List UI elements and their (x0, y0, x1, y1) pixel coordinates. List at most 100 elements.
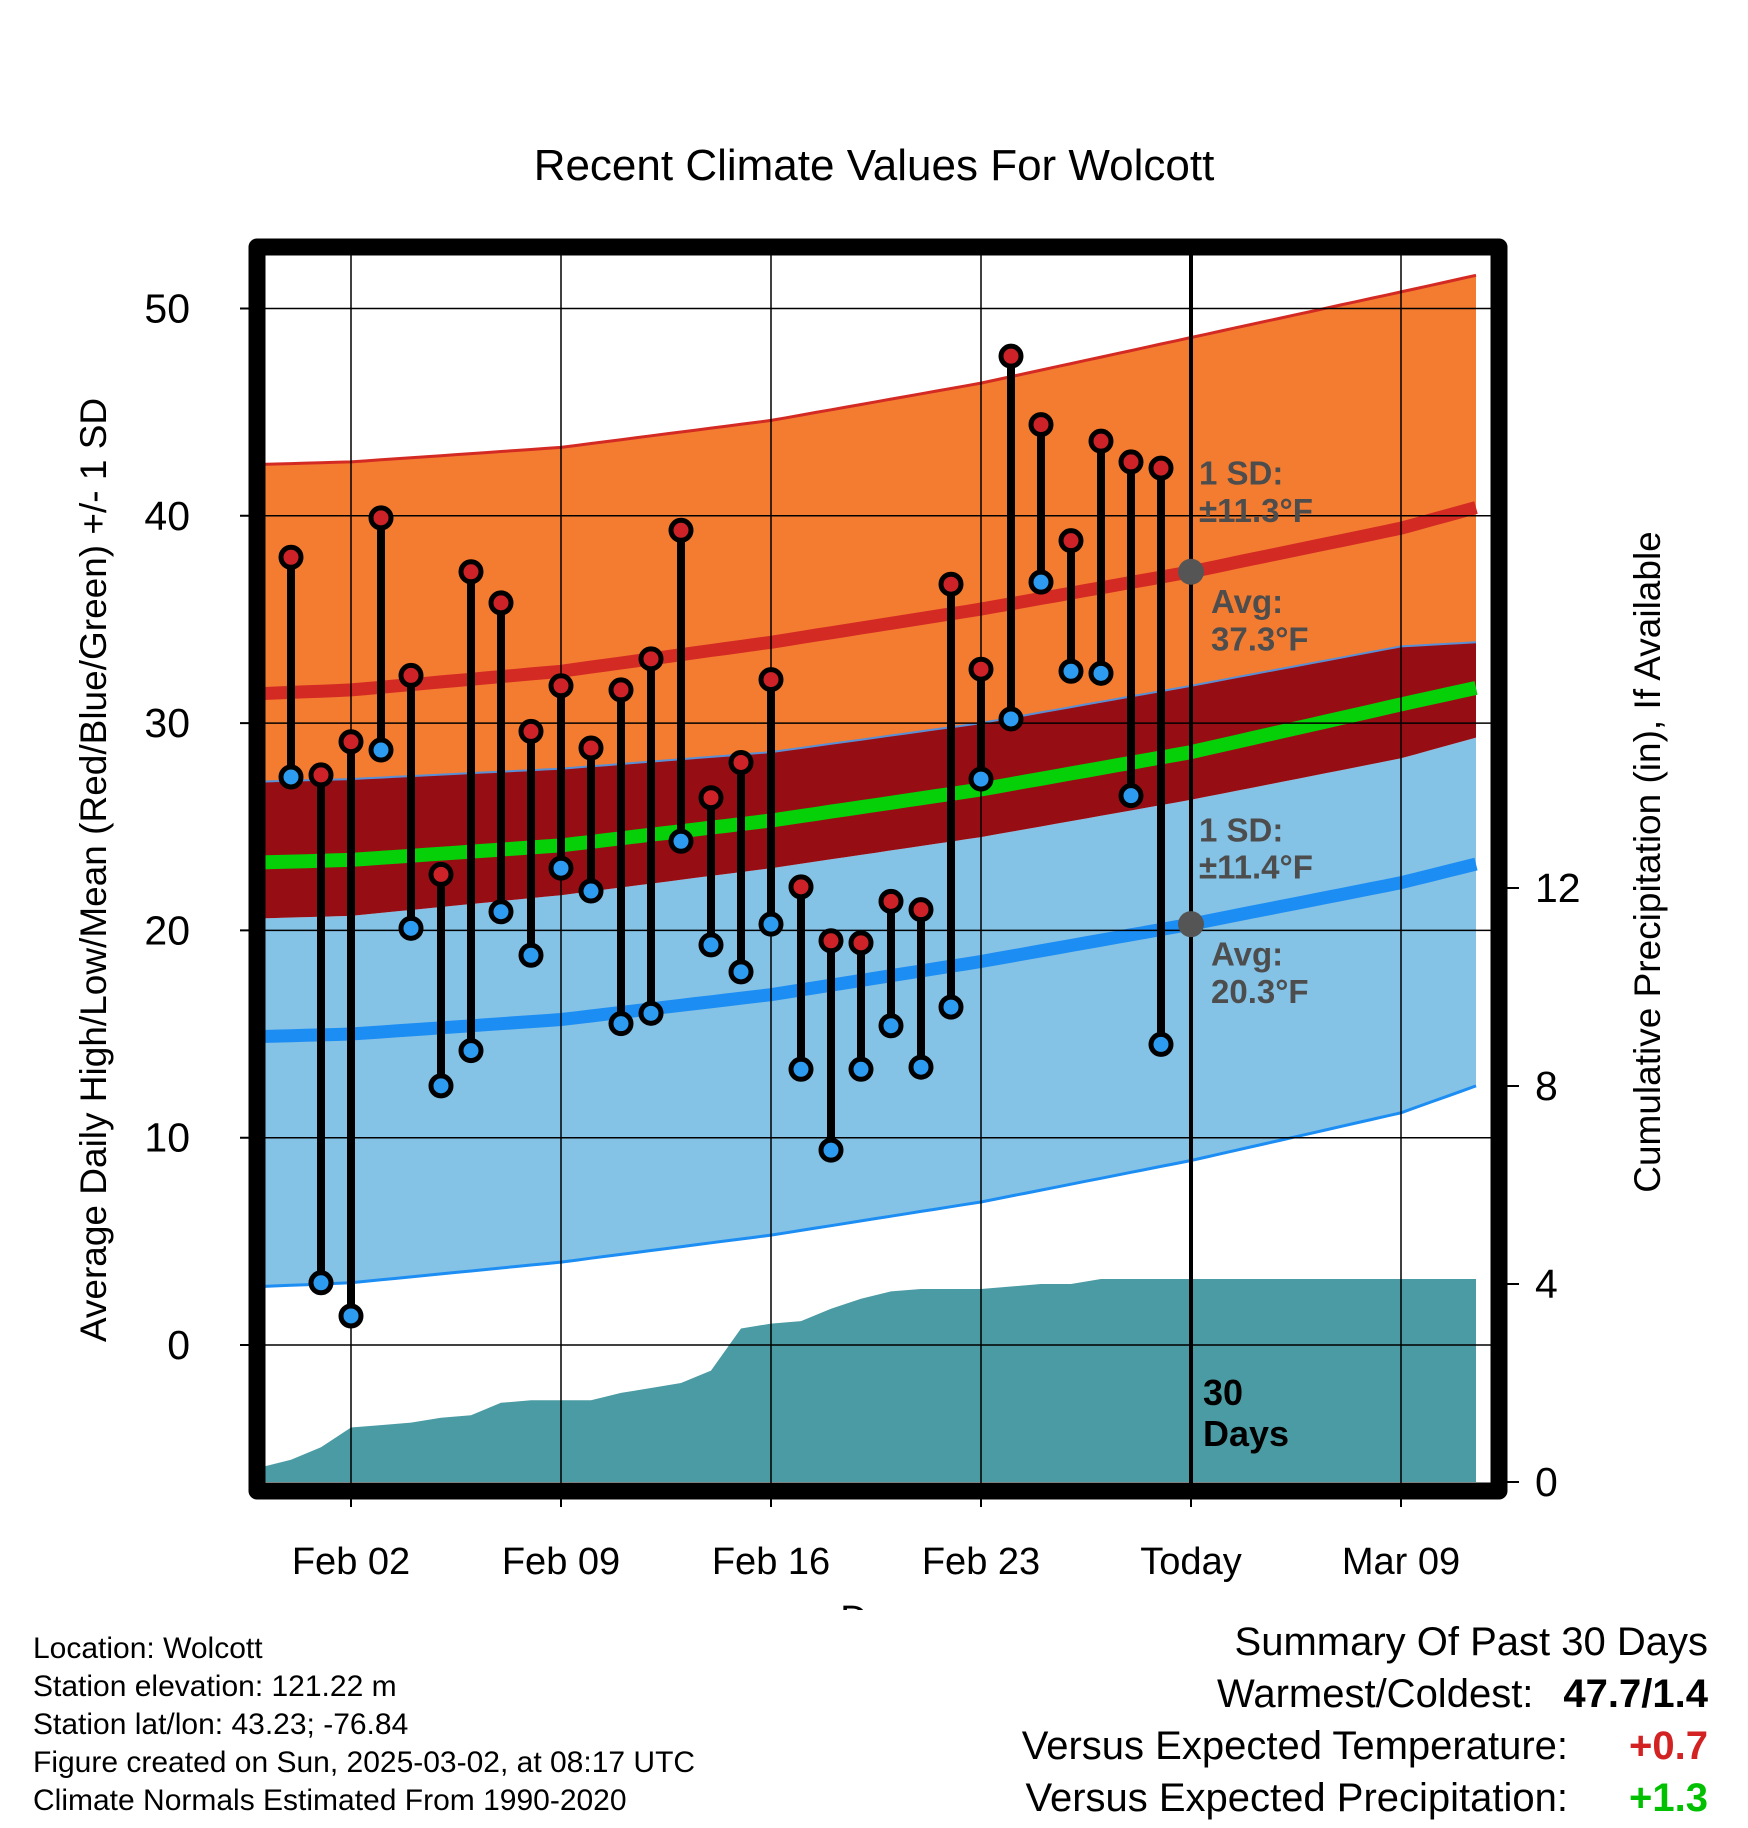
daily-high-point (1088, 428, 1114, 454)
daily-low-point (548, 855, 574, 881)
daily-high-point (728, 749, 754, 775)
x-tick-label: Feb 02 (292, 1541, 410, 1583)
daily-low-point (1028, 569, 1054, 595)
y-right-axis-label: Cumulative Precipitation (in), If Availa… (1627, 531, 1668, 1193)
daily-high-point (818, 928, 844, 954)
x-tick-label: Today (1140, 1541, 1241, 1583)
daily-high-point (308, 762, 334, 788)
climate-chart: Recent Climate Values For Wolcott 1 SD: ±… (73, 141, 1668, 1610)
daily-low-point (698, 932, 724, 958)
daily-low-point (308, 1270, 334, 1296)
daily-low-point (968, 766, 994, 792)
daily-high-point (788, 874, 814, 900)
daily-low-point (878, 1013, 904, 1039)
chart-title: Recent Climate Values For Wolcott (534, 141, 1215, 190)
thirty-days-label: 30 Days (1203, 1372, 1289, 1454)
y-right-tick-label: 0 (1535, 1459, 1558, 1505)
avg-low-label: Avg: 20.3°F (1211, 936, 1309, 1010)
daily-low-point (638, 1000, 664, 1026)
precip-anomaly-label: Versus Expected Precipitation: (1025, 1776, 1568, 1820)
daily-low-point (398, 915, 424, 941)
daily-low-point (428, 1073, 454, 1099)
daily-low-point (278, 764, 304, 790)
daily-low-point (458, 1038, 484, 1064)
info-elevation: Station elevation: 121.22 m (33, 1670, 397, 1703)
info-created: Figure created on Sun, 2025-03-02, at 08… (33, 1746, 696, 1779)
daily-high-point (368, 505, 394, 531)
daily-high-point (518, 718, 544, 744)
daily-high-point (848, 930, 874, 956)
daily-high-point (1028, 412, 1054, 438)
high-upper-line (262, 273, 1477, 466)
temp-anomaly-label: Versus Expected Temperature: (1021, 1724, 1568, 1768)
daily-low-point (518, 942, 544, 968)
info-location: Location: Wolcott (33, 1632, 263, 1665)
y-right-tick-label: 12 (1535, 865, 1581, 911)
daily-high-point (578, 735, 604, 761)
avg-high-marker (1178, 558, 1204, 585)
sd-low-label: 1 SD: ±11.4°F (1199, 811, 1313, 885)
x-tick-label: Feb 23 (922, 1541, 1040, 1583)
daily-high-point (488, 590, 514, 616)
daily-low-point (908, 1054, 934, 1080)
x-tick-label: Mar 09 (1342, 1541, 1460, 1583)
y-right-tick-label: 4 (1535, 1261, 1558, 1307)
warm-cold-label: Warmest/Coldest: (1217, 1672, 1534, 1716)
daily-low-point (1088, 660, 1114, 686)
daily-high-point (968, 656, 994, 682)
temp-anomaly-value: +0.7 (1629, 1724, 1708, 1768)
daily-high-point (1118, 449, 1144, 475)
daily-high-point (638, 646, 664, 672)
daily-high-point (1148, 455, 1174, 481)
precip-area (262, 1279, 1476, 1482)
daily-low-point (848, 1056, 874, 1082)
y-left-tick-label: 30 (144, 700, 190, 746)
daily-high-point (428, 861, 454, 887)
low-sd-band (262, 737, 1476, 1287)
daily-low-point (1118, 783, 1144, 809)
daily-high-point (998, 343, 1024, 369)
daily-high-point (878, 888, 904, 914)
info-latlon: Station lat/lon: 43.23; -76.84 (33, 1708, 409, 1741)
station-info: Location: Wolcott Station elevation: 121… (33, 1630, 695, 1820)
summary-title: Summary Of Past 30 Days (1234, 1620, 1708, 1664)
daily-low-point (578, 878, 604, 904)
y-left-axis-label: Average Daily High/Low/Mean (Red/Blue/Gr… (73, 398, 114, 1342)
daily-low-point (608, 1011, 634, 1037)
daily-low-point (488, 899, 514, 925)
plot-frame (248, 238, 1508, 1500)
precip-anomaly-value: +1.3 (1629, 1776, 1708, 1820)
daily-low-point (728, 959, 754, 985)
daily-low-point (758, 911, 784, 937)
daily-high-point (668, 517, 694, 543)
y-left-tick-label: 10 (144, 1115, 190, 1161)
daily-high-point (908, 897, 934, 923)
info-normals: Climate Normals Estimated From 1990-2020 (33, 1784, 627, 1817)
daily-low-point (788, 1056, 814, 1082)
daily-high-point (1058, 528, 1084, 554)
x-tick-label: Feb 09 (502, 1541, 620, 1583)
daily-low-point (1148, 1031, 1174, 1057)
y-right-tick-label: 8 (1535, 1063, 1558, 1109)
daily-high-point (458, 559, 484, 585)
summary-panel: Summary Of Past 30 Days Warmest/Coldest:… (808, 1620, 1708, 1828)
daily-high-point (278, 544, 304, 570)
high-sd-band (262, 275, 1476, 782)
daily-high-point (758, 667, 784, 693)
daily-high-point (398, 662, 424, 688)
x-axis-label: Day (840, 1599, 908, 1610)
avg-low-marker (1178, 911, 1204, 938)
daily-low-point (818, 1137, 844, 1163)
y-left-tick-label: 0 (167, 1322, 190, 1368)
daily-low-point (368, 737, 394, 763)
daily-high-point (698, 785, 724, 811)
y-left-tick-label: 20 (144, 907, 190, 953)
y-left-tick-label: 40 (144, 493, 190, 539)
daily-low-point (1058, 658, 1084, 684)
y-left-tick-label: 50 (144, 286, 190, 332)
x-tick-label: Feb 16 (712, 1541, 830, 1583)
avg-high-label: Avg: 37.3°F (1211, 583, 1309, 657)
sd-high-label: 1 SD: ±11.3°F (1199, 455, 1313, 529)
low-lower-line (262, 1084, 1477, 1288)
daily-low-point (938, 994, 964, 1020)
